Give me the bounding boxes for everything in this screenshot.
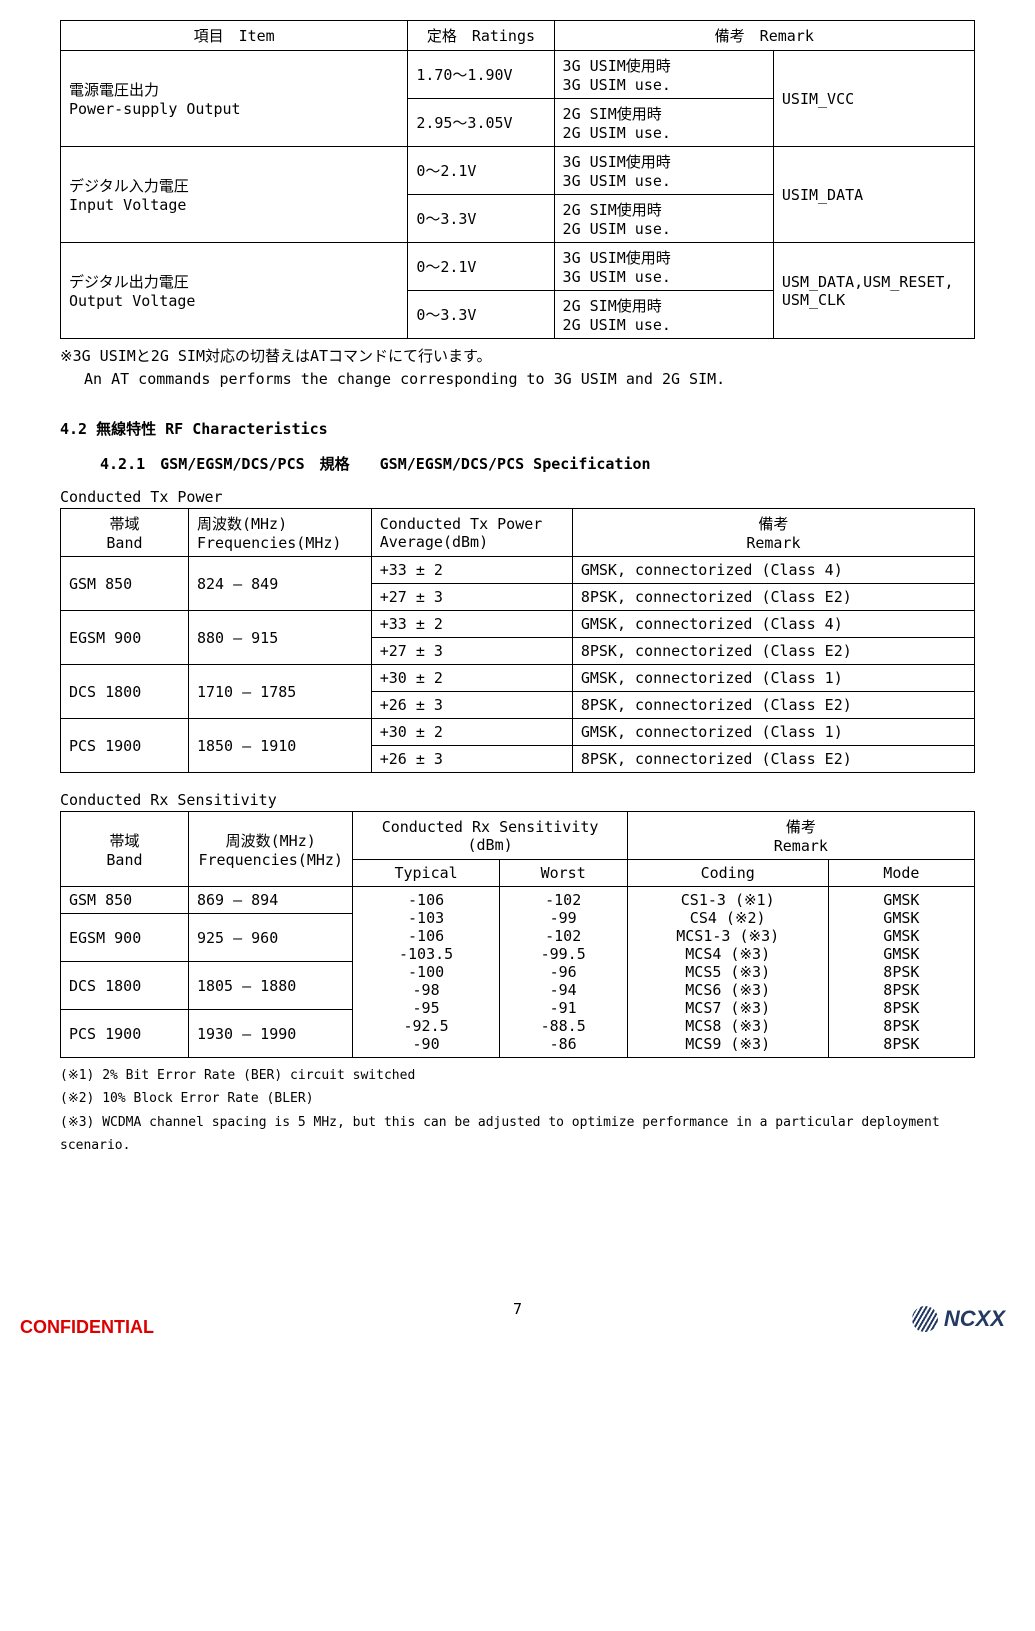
t2-h-freq: 周波数(MHz)Frequencies(MHz) <box>188 509 371 557</box>
t2-pow-0-1: +27 ± 3 <box>371 584 572 611</box>
logo-mark-icon <box>912 1306 938 1332</box>
tx-power-table: 帯域Band 周波数(MHz)Frequencies(MHz) Conducte… <box>60 508 975 773</box>
page-footer: CONFIDENTIAL 7 NCXX <box>60 1278 975 1338</box>
t1-note-jp: ※3G USIMと2G SIM対応の切替えはATコマンドにて行います。 <box>60 345 975 366</box>
t1-r1-rat0: 0～2.1V <box>408 147 554 195</box>
t1-r1-rem0: 3G USIM使用時 3G USIM use. <box>554 147 773 195</box>
t3-cod-col: CS1-3 (※1)CS4 (※2)MCS1-3 (※3)MCS4 (※3)MC… <box>627 887 828 1058</box>
t1-r2-pin: USM_DATA,USM_RESET, USM_CLK <box>773 243 974 339</box>
t1-item-0: 電源電圧出力Power-supply Output <box>61 51 408 147</box>
t1-r1-pin: USIM_DATA <box>773 147 974 243</box>
t1-r2-rem1: 2G SIM使用時 2G USIM use. <box>554 291 773 339</box>
t1-r0-rat0: 1.70～1.90V <box>408 51 554 99</box>
t3-band-3: PCS 1900 <box>61 1010 189 1058</box>
t2-rem-0-1: 8PSK, connectorized (Class E2) <box>572 584 974 611</box>
t1-h-remark: 備考 Remark <box>554 21 974 51</box>
t2-rem-3-1: 8PSK, connectorized (Class E2) <box>572 746 974 773</box>
t3-h-cod: Coding <box>627 860 828 887</box>
usim-spec-table: 項目 Item 定格 Ratings 備考 Remark 電源電圧出力Power… <box>60 20 975 339</box>
brand-logo: NCXX <box>912 1306 1005 1332</box>
t2-pow-2-1: +26 ± 3 <box>371 692 572 719</box>
t3-typ-col: -106-103-106-103.5-100-98-95-92.5-90 <box>353 887 499 1058</box>
t3-freq-3: 1930 – 1990 <box>188 1010 353 1058</box>
t3-h-worst: Worst <box>499 860 627 887</box>
t1-h-ratings: 定格 Ratings <box>408 21 554 51</box>
t2-h-pow: Conducted Tx PowerAverage(dBm) <box>371 509 572 557</box>
t2-pow-3-0: +30 ± 2 <box>371 719 572 746</box>
t2-band-1: EGSM 900 <box>61 611 189 665</box>
t2-pow-0-0: +33 ± 2 <box>371 557 572 584</box>
confidential-label: CONFIDENTIAL <box>20 1317 154 1338</box>
t3-h-mode: Mode <box>828 860 974 887</box>
t2-rem-1-1: 8PSK, connectorized (Class E2) <box>572 638 974 665</box>
t1-r0-rem1: 2G SIM使用時 2G USIM use. <box>554 99 773 147</box>
page-number: 7 <box>513 1300 522 1318</box>
t3-band-0: GSM 850 <box>61 887 189 914</box>
t1-r0-pin: USIM_VCC <box>773 51 974 147</box>
t1-note-en: An AT commands performs the change corre… <box>84 370 975 388</box>
t2-pow-3-1: +26 ± 3 <box>371 746 572 773</box>
t3-h-freq: 周波数(MHz)Frequencies(MHz) <box>188 812 353 887</box>
t3-mode-col: GMSKGMSKGMSKGMSK8PSK8PSK8PSK8PSK8PSK <box>828 887 974 1058</box>
t1-r0-rem0: 3G USIM使用時 3G USIM use. <box>554 51 773 99</box>
footnote-3: (※3) WCDMA channel spacing is 5 MHz, but… <box>60 1111 975 1158</box>
t2-band-2: DCS 1800 <box>61 665 189 719</box>
t2-h-band: 帯域Band <box>61 509 189 557</box>
t2-h-rem: 備考Remark <box>572 509 974 557</box>
t2-freq-1: 880 – 915 <box>188 611 371 665</box>
t1-item-1: デジタル入力電圧Input Voltage <box>61 147 408 243</box>
t3-worst-col: -102-99-102-99.5-96-94-91-88.5-86 <box>499 887 627 1058</box>
t2-band-0: GSM 850 <box>61 557 189 611</box>
t3-freq-2: 1805 – 1880 <box>188 962 353 1010</box>
t2-freq-2: 1710 – 1785 <box>188 665 371 719</box>
t1-r2-rat1: 0～3.3V <box>408 291 554 339</box>
t2-freq-0: 824 – 849 <box>188 557 371 611</box>
t1-item-2: デジタル出力電圧Output Voltage <box>61 243 408 339</box>
t3-caption: Conducted Rx Sensitivity <box>60 791 975 809</box>
t3-band-2: DCS 1800 <box>61 962 189 1010</box>
t3-band-1: EGSM 900 <box>61 914 189 962</box>
t3-freq-1: 925 – 960 <box>188 914 353 962</box>
t3-h-band: 帯域Band <box>61 812 189 887</box>
t2-freq-3: 1850 – 1910 <box>188 719 371 773</box>
t2-rem-0-0: GMSK, connectorized (Class 4) <box>572 557 974 584</box>
t2-rem-1-0: GMSK, connectorized (Class 4) <box>572 611 974 638</box>
t1-r2-rat0: 0～2.1V <box>408 243 554 291</box>
t2-pow-1-1: +27 ± 3 <box>371 638 572 665</box>
section-4-2-1: 4.2.1 GSM/EGSM/DCS/PCS 規格 GSM/EGSM/DCS/P… <box>100 453 975 474</box>
t2-caption: Conducted Tx Power <box>60 488 975 506</box>
section-4-2: 4.2 無線特性 RF Characteristics <box>60 418 975 439</box>
t2-rem-2-1: 8PSK, connectorized (Class E2) <box>572 692 974 719</box>
t1-r1-rat1: 0～3.3V <box>408 195 554 243</box>
rx-sens-table: 帯域Band 周波数(MHz)Frequencies(MHz) Conducte… <box>60 811 975 1058</box>
t3-h-typ: Typical <box>353 860 499 887</box>
t2-rem-3-0: GMSK, connectorized (Class 1) <box>572 719 974 746</box>
t2-band-3: PCS 1900 <box>61 719 189 773</box>
t1-r2-rem0: 3G USIM使用時 3G USIM use. <box>554 243 773 291</box>
t1-r1-rem1: 2G SIM使用時 2G USIM use. <box>554 195 773 243</box>
footnote-2: (※2) 10% Block Error Rate (BLER) <box>60 1087 975 1110</box>
t1-r0-rat1: 2.95～3.05V <box>408 99 554 147</box>
brand-text: NCXX <box>944 1306 1005 1332</box>
t3-footnotes: (※1) 2% Bit Error Rate (BER) circuit swi… <box>60 1064 975 1158</box>
t2-rem-2-0: GMSK, connectorized (Class 1) <box>572 665 974 692</box>
t1-h-item: 項目 Item <box>61 21 408 51</box>
t3-h-rem: 備考Remark <box>627 812 974 860</box>
t2-pow-2-0: +30 ± 2 <box>371 665 572 692</box>
t3-freq-0: 869 – 894 <box>188 887 353 914</box>
footnote-1: (※1) 2% Bit Error Rate (BER) circuit swi… <box>60 1064 975 1087</box>
t2-pow-1-0: +33 ± 2 <box>371 611 572 638</box>
t3-h-sens: Conducted Rx Sensitivity (dBm) <box>353 812 627 860</box>
